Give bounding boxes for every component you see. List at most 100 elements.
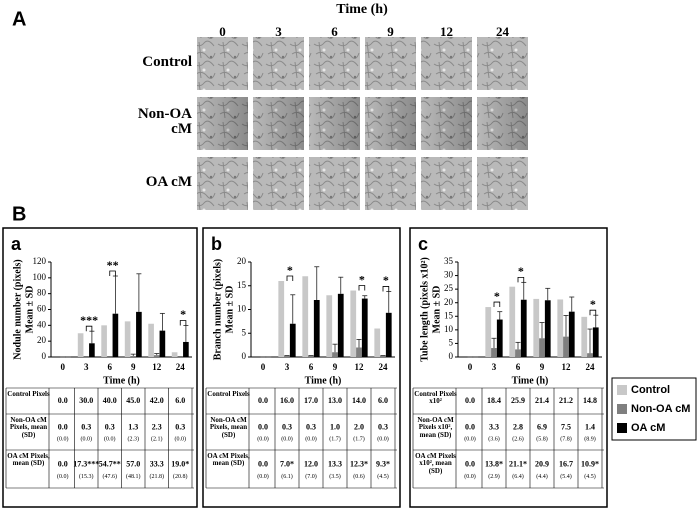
micrograph-shade [477, 97, 528, 150]
row-label: Control [142, 53, 192, 70]
table-value: 30.0 [79, 396, 93, 405]
significance-stars: * [383, 273, 389, 287]
table-row-label: Control Pixels [207, 390, 250, 398]
micrograph-shade [197, 97, 248, 150]
bar [380, 355, 386, 357]
bar [159, 330, 166, 357]
table-error: (1.7) [353, 436, 365, 443]
table-value: 2.0 [354, 423, 364, 432]
bar [350, 290, 357, 357]
x-tick-label: 6 [309, 362, 314, 372]
table-value: 10.9* [581, 459, 599, 468]
row-label: Non-OA cM [137, 105, 192, 138]
bar [587, 353, 593, 357]
legend-label: OA cM [631, 422, 665, 434]
micrograph-shade [421, 97, 472, 150]
table-value: 0.0 [258, 423, 268, 432]
legend-swatch [617, 423, 627, 433]
table-value: 0.0 [58, 396, 68, 405]
table-value: 21.4 [535, 396, 549, 405]
significance-bracket [589, 309, 597, 316]
micrograph [253, 37, 304, 90]
table-value: 0.3 [81, 423, 91, 432]
table-error: (0.0) [464, 473, 476, 480]
column-label: 12 [440, 24, 453, 39]
x-tick-label: 6 [108, 362, 113, 372]
column-label: 6 [331, 24, 338, 39]
table-value: 7.5 [561, 423, 571, 432]
panel-label: a [11, 234, 22, 254]
bar [374, 328, 381, 357]
table-value: 9.3* [376, 459, 390, 468]
table-error: (4.4) [536, 473, 548, 480]
bar [491, 348, 497, 357]
bar [124, 321, 131, 357]
y-tick-label: 120 [33, 256, 47, 266]
bar [77, 333, 84, 357]
y-tick-label: 20 [237, 256, 247, 266]
table-error: (6.1) [281, 473, 293, 480]
bar [361, 298, 368, 357]
bar [568, 311, 575, 357]
significance-bracket [179, 320, 187, 326]
table-error: (2.3) [128, 436, 140, 443]
table-error: (0.0) [81, 436, 93, 443]
bar [332, 352, 338, 357]
micrograph [477, 37, 528, 90]
table-error: (0.0) [257, 473, 269, 480]
bar [278, 281, 285, 357]
micrograph [197, 37, 248, 90]
table-error: (7.8) [560, 436, 572, 443]
table-value: 7.0* [280, 459, 294, 468]
table-row-label: Control Pixels x10² [414, 390, 457, 406]
micrograph-shade [253, 97, 304, 150]
y-tick-label: 15 [444, 310, 454, 320]
significance-stars: * [287, 263, 293, 277]
significance-bracket [382, 286, 390, 292]
bar [515, 349, 521, 357]
table-error: (4.5) [584, 473, 596, 480]
x-tick-label: 24 [176, 362, 186, 372]
x-tick-label: 24 [379, 362, 389, 372]
bar [101, 325, 107, 357]
column-label: 0 [219, 24, 226, 39]
micrograph [309, 157, 360, 210]
significance-stars: ** [107, 258, 119, 272]
micrograph-shade [365, 97, 416, 150]
x-tick-label: 0 [61, 362, 66, 372]
table-error: (4.5) [377, 473, 389, 480]
bar [112, 313, 119, 357]
table-value: 6.0 [175, 396, 185, 405]
table-value: 17.3*** [73, 459, 99, 468]
bar [592, 327, 599, 357]
significance-bracket [358, 285, 366, 291]
x-tick-label: 3 [285, 362, 290, 372]
bar [520, 299, 527, 357]
table-value: 19.0* [171, 459, 189, 468]
table-value: 0.0 [465, 396, 475, 405]
micrograph [477, 157, 528, 210]
table-error: (0.0) [257, 436, 269, 443]
y-tick-label: 10 [444, 324, 454, 334]
legend-label: Control [631, 384, 670, 396]
table-value: 1.3 [128, 423, 138, 432]
legend-label: Non-OA cM [631, 403, 690, 415]
bar [326, 295, 333, 357]
table-error: (3.5) [329, 473, 341, 480]
table-row-label: Control Pixels [7, 390, 50, 398]
bar [509, 286, 516, 357]
y-axis-label: Tube length (pixels x10²) [419, 257, 430, 362]
bar [533, 298, 540, 357]
panel-frame [202, 227, 401, 508]
micrograph [253, 157, 304, 210]
x-tick-label: 0 [261, 362, 266, 372]
bar [171, 352, 178, 357]
bar [485, 307, 492, 357]
table-error: (8.9) [584, 436, 596, 443]
table-error: (0.0) [377, 436, 389, 443]
panel-label: c [418, 234, 428, 254]
y-axis-label: Nodule number (pixels) [12, 259, 23, 359]
bar [289, 323, 296, 357]
micrograph [365, 157, 416, 210]
panel-label: A [12, 8, 26, 30]
